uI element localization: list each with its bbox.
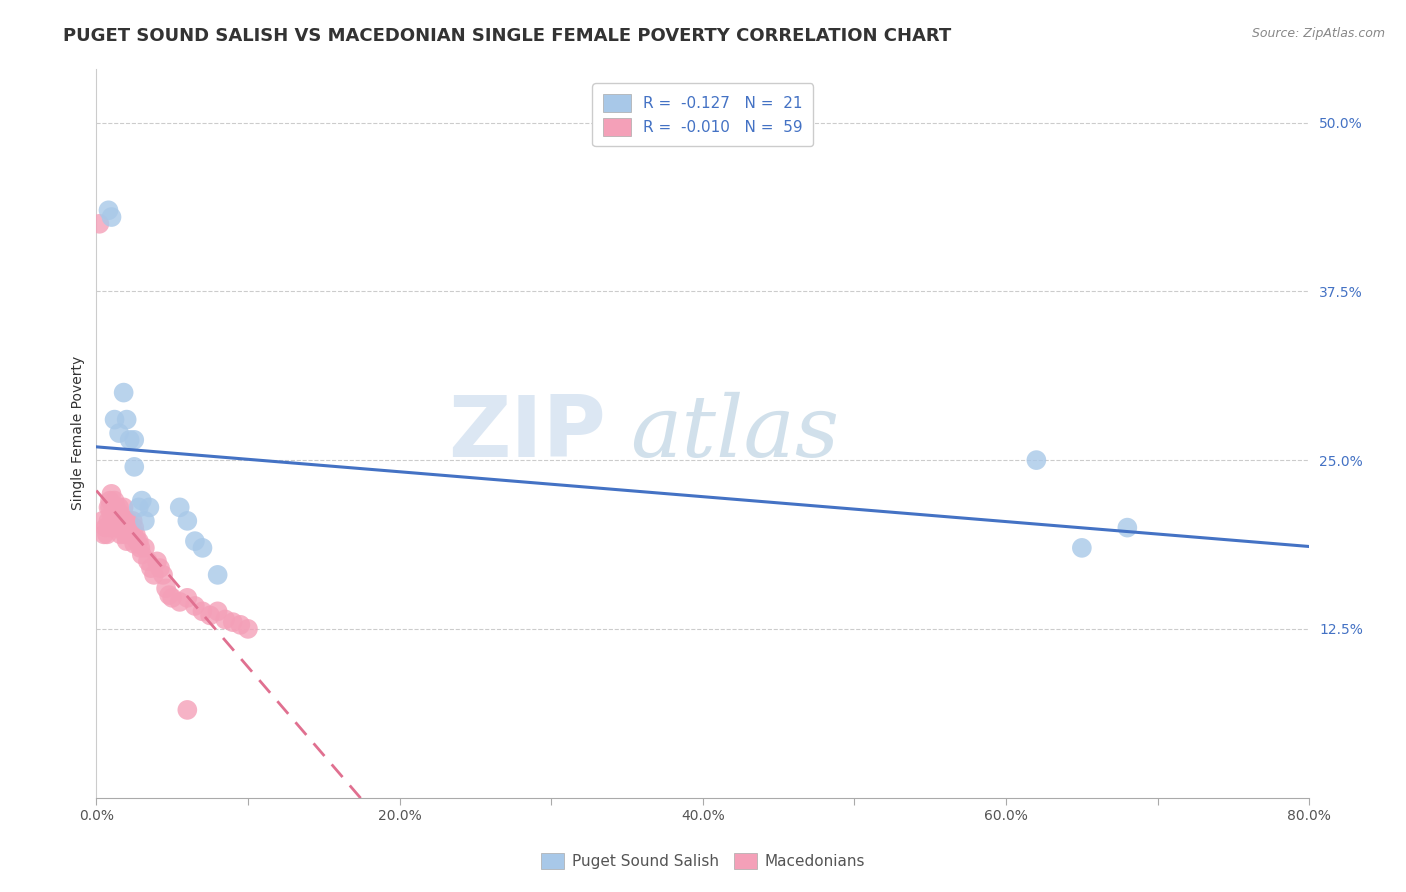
Point xyxy=(100,487,122,501)
Point xyxy=(236,622,259,636)
Point xyxy=(115,514,138,528)
Point xyxy=(125,527,148,541)
Point xyxy=(122,459,145,474)
Point xyxy=(122,433,145,447)
Point xyxy=(146,554,169,568)
Point xyxy=(103,412,125,426)
Point xyxy=(110,527,132,541)
Text: Source: ZipAtlas.com: Source: ZipAtlas.com xyxy=(1251,27,1385,40)
Point xyxy=(136,554,159,568)
Point xyxy=(91,514,114,528)
Point xyxy=(169,595,191,609)
Point xyxy=(127,534,149,549)
Point xyxy=(149,561,172,575)
Point xyxy=(214,612,236,626)
Point xyxy=(122,537,145,551)
Text: PUGET SOUND SALISH VS MACEDONIAN SINGLE FEMALE POVERTY CORRELATION CHART: PUGET SOUND SALISH VS MACEDONIAN SINGLE … xyxy=(63,27,952,45)
Point xyxy=(134,514,156,528)
Point xyxy=(115,534,138,549)
Legend: R =  -0.127   N =  21, R =  -0.010   N =  59: R = -0.127 N = 21, R = -0.010 N = 59 xyxy=(592,84,813,146)
Point xyxy=(100,507,122,521)
Point xyxy=(1025,453,1047,467)
Text: ZIP: ZIP xyxy=(449,392,606,475)
Point xyxy=(176,514,198,528)
Point xyxy=(128,534,150,549)
Point xyxy=(94,520,117,534)
Point xyxy=(112,520,135,534)
Point xyxy=(160,591,183,605)
Point xyxy=(131,493,153,508)
Point xyxy=(105,520,128,534)
Point xyxy=(108,426,131,441)
Point xyxy=(118,520,141,534)
Point xyxy=(100,210,122,224)
Point xyxy=(157,588,180,602)
Point xyxy=(122,520,145,534)
Point xyxy=(117,514,139,528)
Point xyxy=(120,527,142,541)
Point xyxy=(98,500,121,515)
Point xyxy=(110,507,132,521)
Point xyxy=(1116,520,1139,534)
Point xyxy=(114,527,136,541)
Point xyxy=(207,567,229,582)
Point xyxy=(89,217,111,231)
Legend: Puget Sound Salish, Macedonians: Puget Sound Salish, Macedonians xyxy=(534,847,872,875)
Point xyxy=(152,567,174,582)
Point xyxy=(143,567,166,582)
Point xyxy=(131,548,153,562)
Point xyxy=(118,433,141,447)
Point xyxy=(97,514,120,528)
Point xyxy=(121,514,143,528)
Point xyxy=(222,615,245,629)
Point xyxy=(103,493,125,508)
Point xyxy=(155,582,177,596)
Point xyxy=(138,500,160,515)
Text: atlas: atlas xyxy=(630,392,839,475)
Point xyxy=(108,500,131,515)
Point xyxy=(115,412,138,426)
Point xyxy=(176,591,198,605)
Point xyxy=(100,520,122,534)
Point xyxy=(184,534,207,549)
Point xyxy=(128,500,150,515)
Point xyxy=(107,507,129,521)
Point xyxy=(112,500,135,515)
Point xyxy=(229,617,252,632)
Point xyxy=(139,561,162,575)
Point xyxy=(97,500,120,515)
Point xyxy=(207,604,229,618)
Point xyxy=(93,527,115,541)
Point xyxy=(112,385,135,400)
Point xyxy=(169,500,191,515)
Point xyxy=(108,520,131,534)
Point xyxy=(191,541,214,555)
Point xyxy=(96,527,118,541)
Point xyxy=(1070,541,1092,555)
Point xyxy=(103,514,125,528)
Point xyxy=(176,703,198,717)
Point xyxy=(191,604,214,618)
Point xyxy=(184,599,207,613)
Point xyxy=(98,493,121,508)
Point xyxy=(134,541,156,555)
Point xyxy=(198,608,221,623)
Point xyxy=(97,203,120,218)
Point xyxy=(111,520,134,534)
Point xyxy=(129,541,152,555)
Y-axis label: Single Female Poverty: Single Female Poverty xyxy=(72,356,86,510)
Point xyxy=(105,500,128,515)
